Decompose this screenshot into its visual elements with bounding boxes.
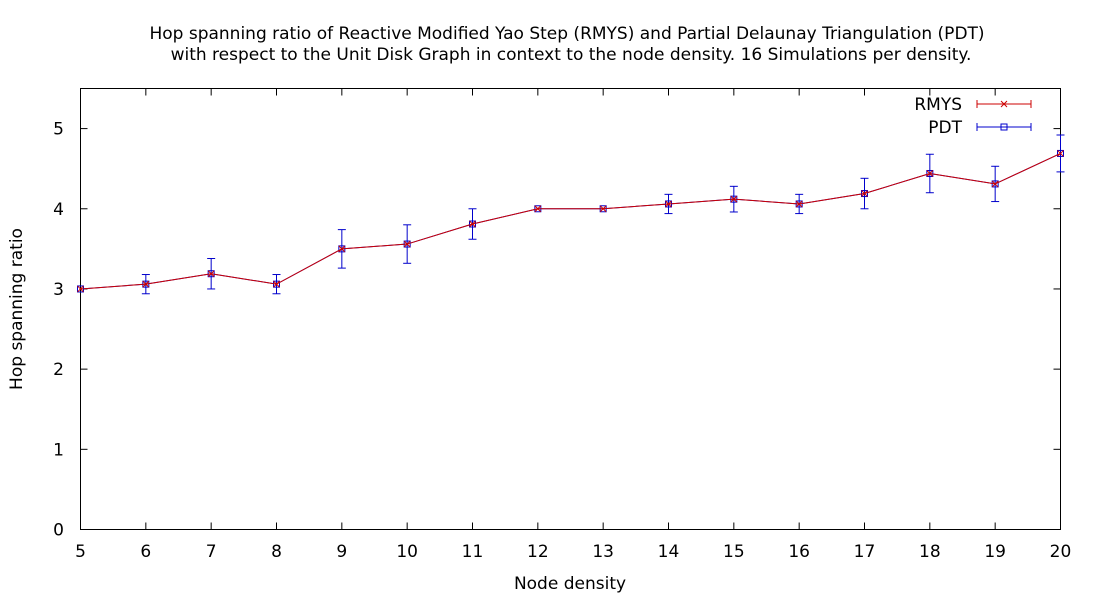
x-tick-label: 14: [658, 542, 680, 562]
data-point: [142, 280, 150, 288]
data-point: [795, 200, 803, 208]
x-tick-label: 10: [396, 542, 418, 562]
series-rmys: [77, 150, 1064, 293]
data-point: [469, 220, 476, 228]
x-tick-label: 7: [206, 542, 217, 562]
x-tick-label: 6: [140, 542, 151, 562]
data-point: [665, 200, 672, 208]
chart-title-line-1: Hop spanning ratio of Reactive Modified …: [149, 24, 984, 44]
x-tick-label: 20: [1050, 542, 1072, 562]
x-tick-label: 19: [984, 542, 1006, 562]
x-tick-label: 15: [723, 542, 745, 562]
y-tick-label: 1: [53, 440, 64, 460]
y-tick-label: 4: [53, 200, 64, 220]
x-tick-label: 13: [592, 542, 614, 562]
y-axis: 0 1 2 3 4 5: [53, 120, 1061, 541]
data-point: [338, 245, 346, 253]
x-tick-label: 17: [854, 542, 876, 562]
legend: RMYS PDT: [914, 95, 1032, 138]
x-axis: 5 6 7 8 9 10 11 12 13 14 15 16 17 18 19 20: [75, 88, 1072, 562]
data-point: [926, 170, 934, 177]
y-tick-label: 2: [53, 360, 64, 380]
series-line: [80, 152, 1061, 290]
data-point: [469, 220, 476, 228]
x-tick-label: 16: [788, 542, 810, 562]
x-tick-label: 8: [271, 542, 282, 562]
legend-item-rmys: RMYS: [914, 95, 1032, 115]
x-tick-label: 12: [527, 542, 549, 562]
x-tick-label: 9: [336, 542, 347, 562]
legend-marker: [1000, 100, 1008, 108]
data-point: [599, 205, 607, 213]
chart-title-line-2: with respect to the Unit Disk Graph in c…: [171, 45, 972, 65]
y-tick-label: 0: [53, 521, 64, 541]
y-axis-title: Hop spanning ratio: [7, 228, 27, 390]
legend-label: RMYS: [914, 95, 962, 115]
series-layer: [77, 134, 1065, 295]
series-pdt: [77, 134, 1065, 295]
data-point: [403, 240, 411, 248]
data-point: [1057, 150, 1064, 157]
plot-frame: [80, 88, 1061, 530]
x-tick-label: 18: [919, 542, 941, 562]
y-tick-label: 5: [53, 120, 64, 140]
legend-item-pdt: PDT: [928, 118, 1032, 138]
x-tick-label: 11: [462, 542, 484, 562]
legend-label: PDT: [928, 118, 962, 138]
data-point: [991, 180, 999, 188]
legend-marker: [1000, 123, 1008, 131]
data-point: [77, 285, 84, 293]
data-point: [273, 280, 280, 288]
series-line: [80, 152, 1061, 290]
chart-title: Hop spanning ratio of Reactive Modified …: [149, 24, 984, 65]
data-point: [207, 270, 215, 278]
y-tick-label: 3: [53, 280, 64, 300]
data-point: [861, 190, 868, 197]
data-point: [730, 195, 738, 203]
data-point: [534, 205, 542, 213]
x-axis-title: Node density: [514, 574, 626, 594]
x-tick-label: 5: [75, 542, 86, 562]
data-point: [1057, 149, 1064, 157]
